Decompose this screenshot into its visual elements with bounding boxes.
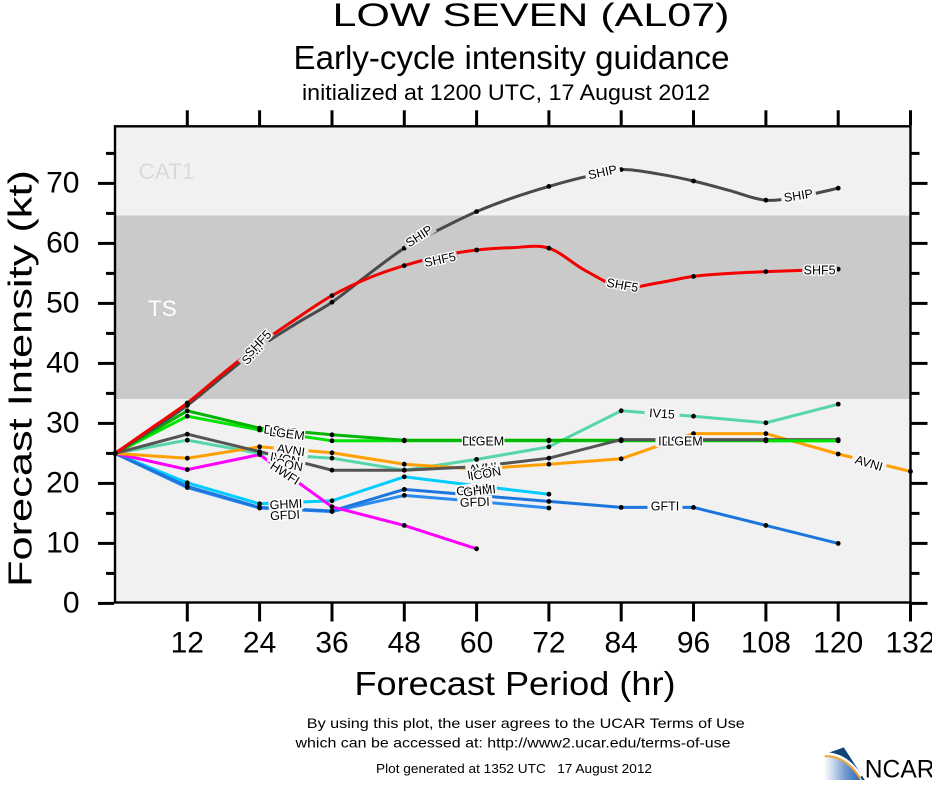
svg-text:24: 24 — [243, 626, 276, 659]
svg-text:DSHP: DSHP — [462, 434, 497, 448]
svg-text:GHMI: GHMI — [456, 481, 490, 498]
svg-text:Forecast Period (hr): Forecast Period (hr) — [355, 665, 676, 702]
svg-text:which can be accessed at: http: which can be accessed at: http://www2.uc… — [294, 734, 730, 750]
svg-text:initialized at 1200 UTC, 17 Au: initialized at 1200 UTC, 17 August 2012 — [302, 80, 710, 105]
svg-text:GFTI: GFTI — [651, 499, 679, 513]
svg-text:CAT1: CAT1 — [139, 159, 195, 184]
svg-text:SHIP: SHIP — [587, 163, 618, 183]
svg-text:NCAR: NCAR — [865, 757, 932, 781]
svg-text:LGEM: LGEM — [469, 434, 504, 448]
svg-text:48: 48 — [388, 626, 421, 659]
svg-text:50: 50 — [46, 287, 79, 320]
svg-text:Forecast Intensity (kt): Forecast Intensity (kt) — [2, 170, 39, 587]
svg-text:LGEM: LGEM — [667, 435, 702, 449]
svg-text:GFDI: GFDI — [460, 495, 490, 510]
svg-text:36: 36 — [315, 626, 348, 659]
svg-text:20: 20 — [46, 467, 79, 500]
svg-text:Early-cycle intensity guidance: Early-cycle intensity guidance — [294, 39, 730, 76]
svg-text:0: 0 — [63, 587, 80, 620]
svg-text:LGEM: LGEM — [269, 425, 306, 443]
svg-text:DSHP: DSHP — [263, 422, 299, 440]
svg-text:70: 70 — [46, 167, 79, 200]
svg-text:40: 40 — [46, 347, 79, 380]
svg-text:AVNI: AVNI — [468, 460, 498, 477]
svg-text:By using this plot, the user a: By using this plot, the user agrees to t… — [307, 715, 745, 731]
svg-text:108: 108 — [741, 626, 791, 659]
svg-text:TS: TS — [148, 296, 177, 321]
svg-text:IVCN: IVCN — [466, 463, 498, 482]
svg-text:ICON: ICON — [469, 464, 502, 483]
svg-text:96: 96 — [677, 626, 710, 659]
svg-text:84: 84 — [605, 626, 638, 659]
svg-text:60: 60 — [46, 227, 79, 260]
svg-text:SHF5: SHF5 — [804, 263, 836, 277]
svg-text:60: 60 — [460, 626, 493, 659]
svg-text:SHIP: SHIP — [783, 187, 814, 205]
svg-text:30: 30 — [46, 407, 79, 440]
svg-text:72: 72 — [532, 626, 565, 659]
svg-text:120: 120 — [813, 626, 863, 659]
svg-text:132: 132 — [885, 626, 932, 659]
svg-text:LOW SEVEN (AL07): LOW SEVEN (AL07) — [333, 0, 730, 33]
svg-text:DSHP: DSHP — [662, 435, 697, 449]
svg-text:Plot generated at 1352 UTC 1: Plot generated at 1352 UTC 17 August 201… — [376, 761, 652, 776]
svg-text:IV15: IV15 — [649, 406, 676, 422]
svg-text:IVCN: IVCN — [658, 435, 688, 449]
svg-text:GFDI: GFDI — [270, 508, 301, 524]
svg-text:10: 10 — [46, 527, 79, 560]
svg-text:12: 12 — [171, 626, 204, 659]
svg-text:SHF5: SHF5 — [605, 276, 639, 295]
